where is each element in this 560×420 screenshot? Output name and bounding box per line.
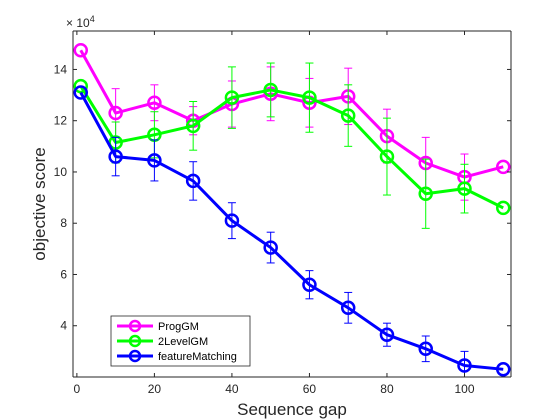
data-point bbox=[418, 186, 433, 201]
data-point bbox=[379, 149, 395, 164]
data-point bbox=[340, 300, 356, 316]
data-point bbox=[147, 95, 162, 111]
data-point bbox=[418, 341, 433, 357]
y-axis-label: objective score bbox=[30, 147, 49, 260]
y-tick-label: 14 bbox=[54, 62, 68, 76]
legend-label: 2LevelGM bbox=[158, 336, 208, 348]
y-tick-label: 4 bbox=[60, 319, 67, 333]
axes-layer: 0 20 40 60 80 100 4 6 8 10 12 14 bbox=[54, 30, 512, 396]
data-point bbox=[224, 213, 240, 228]
data-point bbox=[224, 90, 240, 105]
x-tick-label: 100 bbox=[454, 382, 474, 396]
data-point bbox=[340, 108, 356, 123]
series-layer bbox=[73, 42, 511, 377]
x-tick-label: 60 bbox=[303, 382, 317, 396]
data-point bbox=[185, 118, 201, 134]
legend-marker bbox=[128, 334, 142, 348]
data-point bbox=[73, 78, 89, 94]
x-tick-label: 0 bbox=[74, 382, 81, 396]
data-point bbox=[263, 240, 278, 255]
data-point bbox=[457, 358, 472, 373]
x-tick-label: 40 bbox=[225, 382, 239, 396]
data-point bbox=[185, 173, 201, 189]
data-point bbox=[108, 105, 123, 121]
legend-label: ProgGM bbox=[158, 321, 199, 333]
data-point bbox=[73, 42, 89, 58]
legend-label: featureMatching bbox=[158, 351, 237, 363]
data-point bbox=[108, 149, 123, 164]
y-exponent-base: × 10 bbox=[66, 16, 90, 30]
y-exponent-power: 4 bbox=[90, 14, 95, 24]
data-point bbox=[495, 200, 511, 216]
legend: ProgGM 2LevelGM featureMatching bbox=[110, 315, 251, 367]
x-tick-label: 20 bbox=[148, 382, 162, 396]
data-point bbox=[147, 153, 162, 168]
data-point bbox=[495, 159, 511, 175]
data-point bbox=[263, 82, 278, 98]
legend-marker bbox=[128, 319, 142, 333]
data-point bbox=[302, 277, 317, 292]
data-point bbox=[73, 85, 89, 100]
data-point bbox=[457, 181, 472, 196]
legend-marker bbox=[128, 349, 142, 363]
x-axis-label: Sequence gap bbox=[237, 400, 347, 419]
data-point bbox=[495, 362, 511, 377]
y-tick-label: 8 bbox=[60, 216, 67, 230]
y-tick-label: 12 bbox=[54, 114, 68, 128]
data-point bbox=[302, 90, 317, 105]
y-tick-label: 6 bbox=[60, 267, 67, 281]
data-point bbox=[379, 327, 395, 342]
series-2LevelGM bbox=[73, 62, 511, 229]
y-tick-label: 10 bbox=[54, 165, 68, 179]
x-tick-label: 80 bbox=[380, 382, 394, 396]
y-exponent-label: × 104 bbox=[66, 14, 95, 30]
series-featureMatching bbox=[73, 85, 511, 377]
